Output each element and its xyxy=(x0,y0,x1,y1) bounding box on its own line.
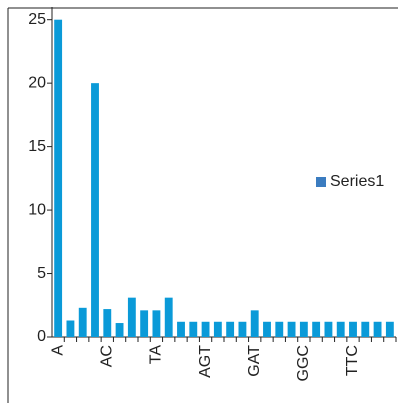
bar xyxy=(115,323,124,337)
bar xyxy=(361,321,370,337)
bar xyxy=(275,321,284,337)
bar xyxy=(238,321,247,337)
bar xyxy=(385,321,394,337)
y-tick-label: 5 xyxy=(37,265,46,282)
bar xyxy=(78,307,87,337)
bar xyxy=(201,321,210,337)
bar xyxy=(226,321,235,337)
x-tick-label: TTC xyxy=(344,345,361,376)
bar xyxy=(91,83,99,338)
bar xyxy=(127,297,136,337)
y-tick-label: 0 xyxy=(37,328,46,345)
x-tick-label: A xyxy=(49,345,66,356)
bar xyxy=(324,321,333,337)
bar xyxy=(140,310,149,337)
y-tick-label: 20 xyxy=(28,74,46,91)
bar xyxy=(263,321,271,337)
bar xyxy=(213,321,222,337)
y-tick-label: 10 xyxy=(28,201,46,218)
y-tick-label: 25 xyxy=(28,11,46,28)
bar xyxy=(349,321,357,337)
bar xyxy=(152,310,161,337)
bar xyxy=(54,19,63,337)
bar xyxy=(164,297,173,337)
legend-label: Series1 xyxy=(330,173,384,190)
bar xyxy=(250,310,259,337)
x-tick-label: AGT xyxy=(197,345,214,378)
x-tick-label: TA xyxy=(148,345,165,365)
bar xyxy=(287,321,296,337)
bar xyxy=(66,320,75,337)
bar xyxy=(373,321,382,337)
bar xyxy=(336,321,345,337)
y-tick-label: 15 xyxy=(28,138,46,155)
x-tick-label: GAT xyxy=(246,345,263,377)
bar xyxy=(312,321,321,337)
bar xyxy=(299,321,308,337)
x-tick-label: GGC xyxy=(295,345,312,381)
legend-swatch xyxy=(316,177,326,187)
bar xyxy=(103,309,112,337)
bar xyxy=(189,321,198,337)
x-tick-label: AC xyxy=(99,345,116,367)
bar xyxy=(177,321,185,337)
